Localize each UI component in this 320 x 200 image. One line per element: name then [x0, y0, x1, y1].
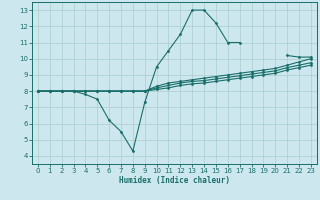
- X-axis label: Humidex (Indice chaleur): Humidex (Indice chaleur): [119, 176, 230, 185]
